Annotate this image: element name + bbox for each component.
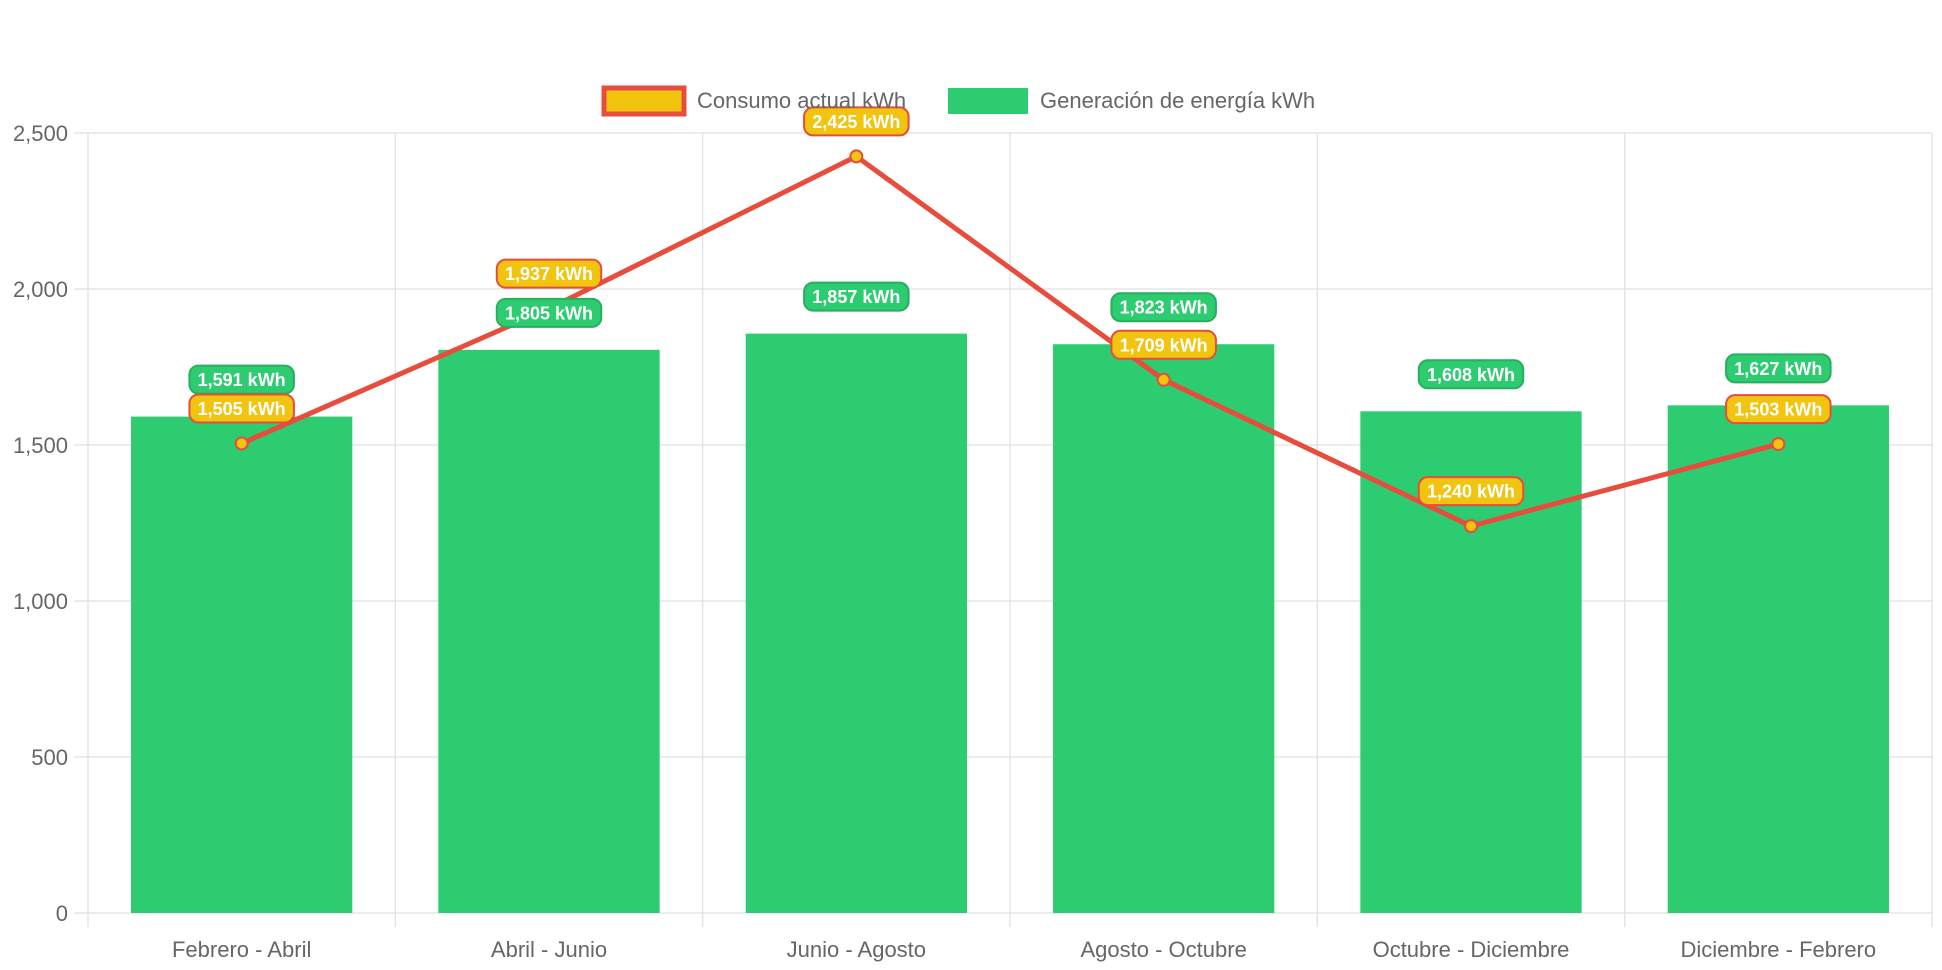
data-label-generacion-box [1417,359,1525,390]
y-tick-label: 500 [31,745,68,770]
point-consumo[interactable] [1771,437,1786,452]
x-tick-label: Diciembre - Febrero [1681,937,1877,962]
data-label-generacion: 1,805 kWh [495,297,603,328]
data-label-consumo: 1,709 kWh [1110,329,1217,360]
point-consumo[interactable] [1464,519,1478,534]
data-label-consumo-text: 2,425 kWh [812,112,900,132]
legend-swatch-consumo [601,85,687,117]
data-label-generacion: 1,627 kWh [1725,353,1832,384]
data-label-generacion-box [1110,292,1217,323]
x-tick-label: Agosto - Octubre [1081,937,1247,962]
y-tick-label: 1,000 [13,589,68,614]
data-label-generacion-box [495,297,603,328]
data-label-generacion: 1,857 kWh [803,281,910,312]
data-label-generacion-box [1725,353,1832,384]
legend-label-generacion[interactable]: Generación de energía kWh [1040,88,1315,113]
data-label-generacion-text: 1,823 kWh [1120,298,1208,318]
data-label-generacion-text: 1,608 kWh [1427,365,1515,385]
data-label-generacion-box [803,281,910,312]
axis-labels-layer: 0 500 1,000 1,500 2,000 2,500 Febrero - Abril A… [13,121,1876,962]
y-tick-label: 2,500 [13,121,68,146]
data-label-generacion-text: 1,857 kWh [812,287,900,307]
data-label-consumo-box [1725,394,1832,425]
data-label-consumo-text: 1,709 kWh [1120,335,1208,355]
data-label-consumo-box [1417,476,1525,507]
data-label-consumo: 2,425 kWh [803,106,910,137]
data-label-consumo-text: 1,240 kWh [1427,482,1515,502]
data-label-consumo-box [495,258,603,289]
x-tick-label: Abril - Junio [491,937,607,962]
bar-generacion[interactable] [1667,405,1889,913]
data-labels-layer: 1,591 kWh 1,805 kWh 1,857 kWh 1,823 kWh 1,60… [188,106,1832,507]
data-label-generacion: 1,823 kWh [1110,292,1217,323]
x-tick-label: Febrero - Abril [172,937,311,962]
bar-generacion[interactable] [438,349,660,914]
bar-generacion[interactable] [131,416,353,913]
data-label-consumo: 1,503 kWh [1725,394,1832,425]
x-tick-label: Octubre - Diciembre [1373,937,1570,962]
data-label-consumo: 1,240 kWh [1417,476,1525,507]
x-tick-label: Junio - Agosto [787,937,926,962]
legend-swatch-generacion [948,88,1028,114]
legend[interactable]: Consumo actual kWh Generación de energía… [601,85,1315,117]
data-label-consumo: 1,505 kWh [188,393,295,424]
legend-label-consumo[interactable]: Consumo actual kWh [697,88,906,113]
grid-layer [74,132,1933,927]
data-label-generacion: 1,591 kWh [188,364,295,395]
data-label-consumo-box [803,106,910,137]
data-label-consumo-box [188,393,295,424]
data-label-consumo: 1,937 kWh [495,258,603,289]
data-label-generacion: 1,608 kWh [1417,359,1525,390]
data-label-consumo-text: 1,937 kWh [505,264,593,284]
point-consumo[interactable] [849,149,864,164]
data-label-consumo-box [1110,329,1217,360]
data-label-consumo-text: 1,503 kWh [1734,400,1822,420]
data-label-generacion-text: 1,591 kWh [198,370,286,390]
data-label-generacion-text: 1,805 kWh [505,303,593,323]
data-label-generacion-text: 1,627 kWh [1734,359,1822,379]
bars-layer [131,333,1889,914]
y-tick-label: 2,000 [13,277,68,302]
data-label-consumo-text: 1,505 kWh [198,399,286,419]
bar-generacion[interactable] [1053,344,1275,913]
y-tick-label: 1,500 [13,433,68,458]
line-consumo [240,153,1779,529]
y-tick-label: 0 [56,901,68,926]
point-consumo[interactable] [234,436,249,451]
point-consumo[interactable] [1156,372,1171,387]
bar-generacion[interactable] [745,333,967,914]
